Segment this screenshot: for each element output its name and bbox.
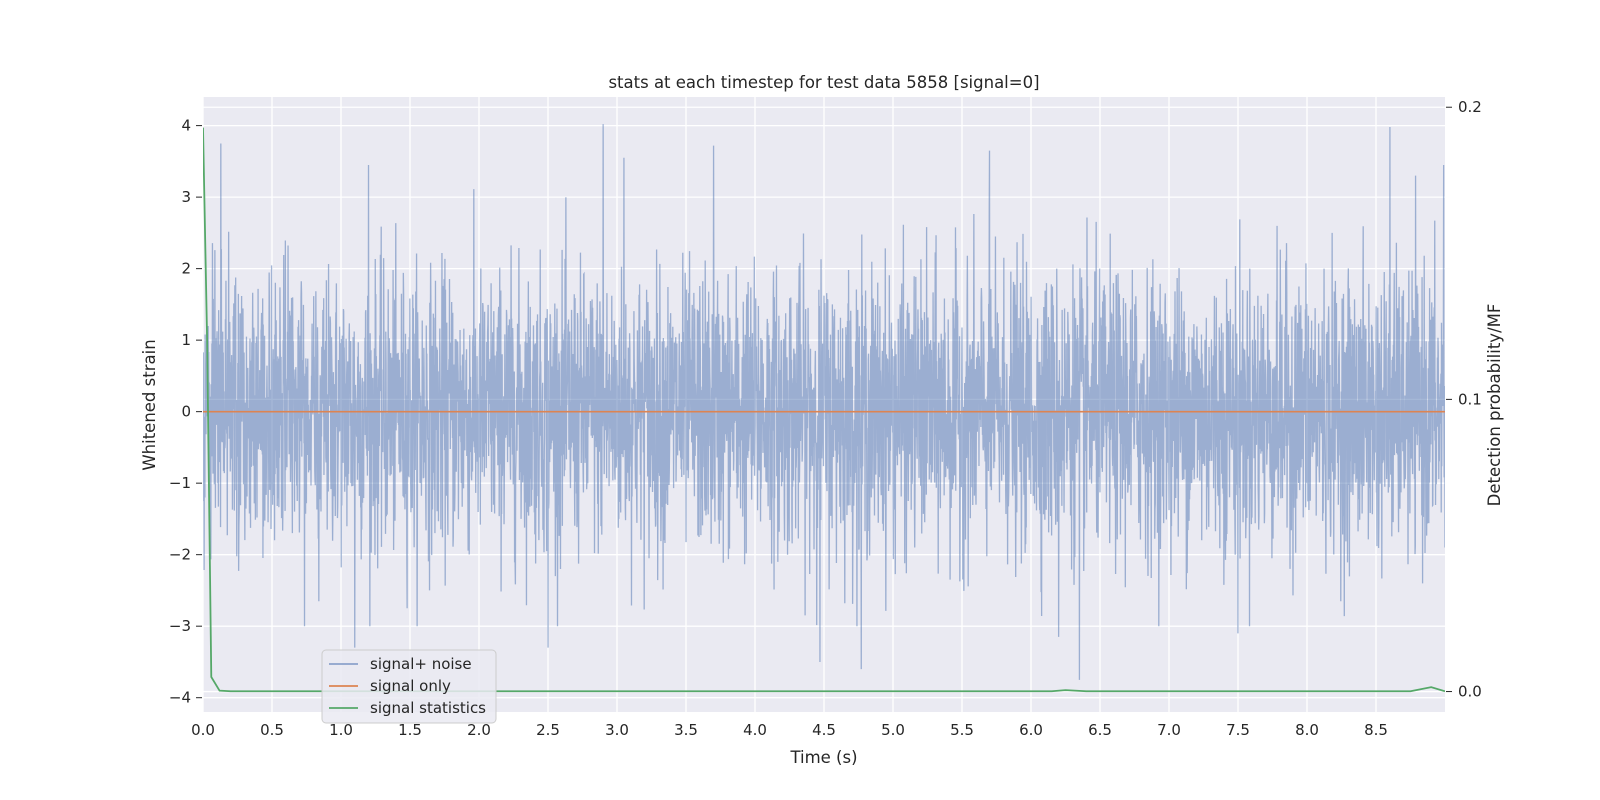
x-axis-label: Time (s) (789, 748, 857, 767)
y-axis-ticks: −4 −3 −2 −1 0 1 2 3 4 (169, 117, 202, 707)
y-tick-label: 0 (181, 403, 191, 421)
legend-label-signal-statistics: signal statistics (370, 699, 486, 717)
y-tick-label: 4 (181, 117, 191, 135)
x-axis-ticks: 0.0 0.5 1.0 1.5 2.0 2.5 3.0 3.5 4.0 4.5 5.0 5.5 6.0 6… (191, 721, 1388, 739)
x-tick-label: 1.5 (398, 721, 422, 739)
y2-axis-label: Detection probability/MF (1485, 304, 1504, 507)
x-tick-label: 7.0 (1157, 721, 1181, 739)
series-signal-statistics-line (203, 127, 1445, 693)
legend: signal+ noise signal only signal statist… (321, 649, 497, 724)
y-tick-label: −2 (169, 546, 191, 564)
x-tick-label: 3.5 (674, 721, 698, 739)
x-tick-label: 3.0 (605, 721, 629, 739)
x-tick-label: 2.0 (467, 721, 491, 739)
y-tick-label: −4 (169, 689, 191, 707)
chart-title: stats at each timestep for test data 585… (608, 73, 1039, 92)
legend-box (321, 649, 497, 724)
x-tick-label: 8.0 (1295, 721, 1319, 739)
y2-tick-label: 0.0 (1458, 683, 1482, 701)
x-tick-label: 0.5 (260, 721, 284, 739)
x-tick-label: 2.5 (536, 721, 560, 739)
y2-tick-label: 0.1 (1458, 390, 1482, 408)
series-layer (203, 124, 1445, 693)
y-tick-label: −3 (169, 617, 191, 635)
series-signal-noise-line (203, 124, 1445, 680)
x-tick-label: 1.0 (329, 721, 353, 739)
y-tick-label: 3 (181, 188, 191, 206)
x-tick-label: 4.5 (812, 721, 836, 739)
legend-label-signal-noise: signal+ noise (370, 655, 472, 673)
y-tick-label: 2 (181, 260, 191, 278)
x-tick-label: 7.5 (1226, 721, 1250, 739)
x-tick-label: 8.5 (1364, 721, 1388, 739)
y-tick-label: 1 (181, 331, 191, 349)
legend-label-signal-only: signal only (370, 677, 451, 695)
y2-axis-ticks: 0.0 0.1 0.2 (1446, 98, 1482, 701)
x-tick-label: 5.0 (881, 721, 905, 739)
y2-tick-label: 0.2 (1458, 98, 1482, 116)
y-tick-label: −1 (169, 474, 191, 492)
x-tick-label: 6.0 (1019, 721, 1043, 739)
x-tick-label: 6.5 (1088, 721, 1112, 739)
y-axis-label: Whitened strain (140, 339, 159, 470)
x-tick-label: 0.0 (191, 721, 215, 739)
x-tick-label: 5.5 (950, 721, 974, 739)
x-tick-label: 4.0 (743, 721, 767, 739)
